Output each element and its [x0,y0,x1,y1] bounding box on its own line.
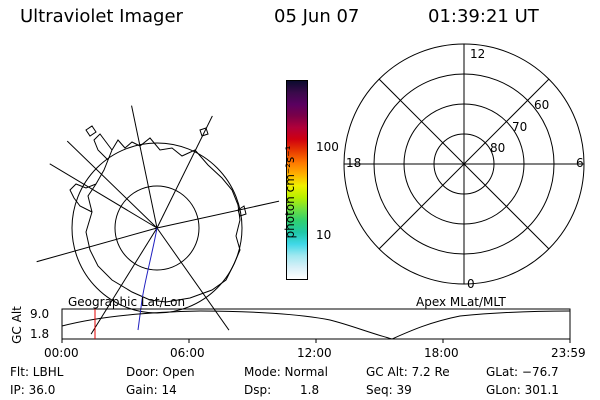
meridian-line [32,139,158,229]
coast-detail [93,133,113,161]
antarctica-coastline [85,137,241,303]
peninsula-coastline [69,183,97,213]
latitude-circle [114,185,200,271]
left-map-caption: Geographic Lat/Lon [68,295,186,309]
mode-info: Mode: Normal [244,365,328,379]
glon-info: GLon: 301.1 [486,383,559,397]
dsp-label: Dsp: [244,383,272,397]
timeline-ytick-min: 1.8 [30,327,50,341]
mlat-label-70: 70 [512,120,528,134]
meridian-line [74,227,158,353]
colorbar-unit-label: photon cm⁻²s⁻¹ [283,145,297,239]
colorbar-tick-100: 100 [316,140,339,154]
filter-info: Flt: LBHL [10,365,64,379]
island-coastline [58,68,70,80]
meridian-line [32,227,158,273]
door-info: Door: Open [126,365,195,379]
seq-info: Seq: 39 [366,383,412,397]
meridian-line [32,104,158,229]
mlat-circle-60 [373,73,555,255]
mlt-diagonal [378,78,550,250]
south-america-coastline [32,103,57,119]
date-label: 05 Jun 07 [274,6,360,27]
timeline-ylabel: GC Alt [10,306,24,344]
timeline-xtick-4: 23:59 [551,346,586,360]
right-grid-caption: Apex MLat/MLT [416,295,506,309]
mlat-circle-outer [343,43,585,285]
mlt-label-6: 6 [576,156,584,170]
orbit-track [137,227,158,331]
mlt-label-0: 0 [467,277,475,291]
mlat-circle-70 [403,103,525,225]
timeline-xtick-0: 00:00 [44,346,79,360]
dsp-value: 1.8 [300,383,320,397]
timeline-ytick-max: 9.0 [30,307,50,321]
timeline-xtick-2: 12:00 [297,346,332,360]
altitude-curve [61,310,571,340]
time-label: 01:39:21 UT [428,6,539,27]
colorbar-tick-10: 10 [316,228,332,242]
mlt-label-18: 18 [346,156,362,170]
mlat-label-60: 60 [534,98,550,112]
meridian-line [156,103,241,229]
timeline-xtick-3: 18:00 [424,346,459,360]
mlt-label-12: 12 [470,47,486,61]
app-title: Ultraviolet Imager [20,6,183,27]
timeline-xtick-1: 06:00 [170,346,205,360]
gc-alt-info: GC Alt: 7.2 Re [366,365,450,379]
mlat-label-80: 80 [490,141,506,155]
latitude-circle [32,103,282,353]
color-scale-bar [286,80,308,280]
meridian-line [156,227,251,353]
gain-info: Gain: 14 [126,383,177,397]
ip-info: IP: 36.0 [10,383,56,397]
mlt-diagonal [378,78,550,250]
latitude-circle [71,142,243,314]
meridian-line [119,103,158,229]
mlat-circle-80 [433,133,495,195]
glat-info: GLat: −76.7 [486,365,559,379]
timeline-frame [61,308,571,340]
